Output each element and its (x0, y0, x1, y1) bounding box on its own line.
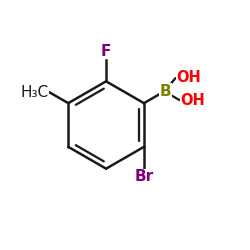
Text: OH: OH (176, 70, 201, 85)
Text: OH: OH (180, 93, 205, 108)
Text: H₃C: H₃C (20, 85, 49, 100)
Text: Br: Br (134, 169, 154, 184)
Text: F: F (101, 44, 111, 59)
Text: B: B (159, 84, 171, 99)
